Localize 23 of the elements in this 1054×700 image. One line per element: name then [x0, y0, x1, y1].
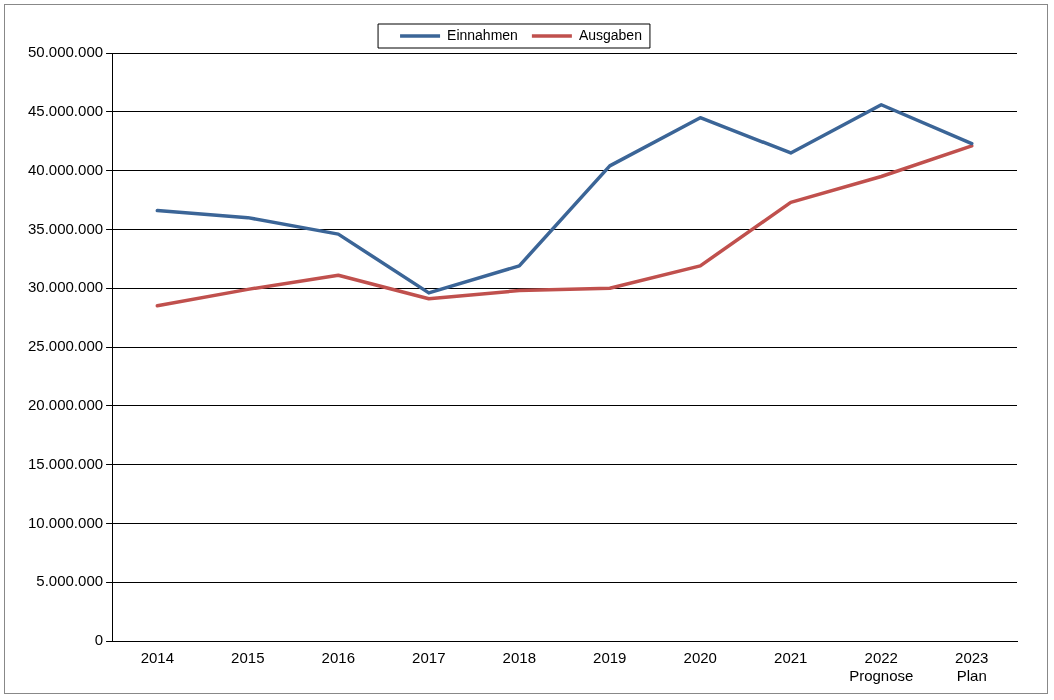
y-tick-label: 45.000.000 [28, 101, 104, 119]
x-tick-label: 2020 [683, 649, 717, 667]
x-tick-label: 2015 [231, 649, 265, 667]
x-tick-label: 2016 [321, 649, 355, 667]
legend-label: Ausgaben [578, 26, 642, 43]
x-tick-label: 2017 [412, 649, 446, 667]
x-tick-label: 2022 Prognose [849, 649, 914, 685]
y-tick-label: 25.000.000 [28, 337, 104, 355]
y-tick-label: 15.000.000 [28, 454, 104, 472]
y-tick-label: 40.000.000 [28, 160, 104, 178]
x-tick-label: 2018 [502, 649, 536, 667]
y-tick-label: 50.000.000 [28, 43, 104, 61]
legend-label: Einnahmen [447, 26, 518, 43]
y-tick-label: 35.000.000 [28, 219, 104, 237]
x-tick-label: 2019 [593, 649, 627, 667]
x-tick-label: 2021 [774, 649, 808, 667]
x-tick-label: 2014 [140, 649, 175, 667]
y-tick-label: 0 [94, 631, 104, 649]
y-tick-label: 30.000.000 [28, 278, 104, 296]
y-tick-label: 20.000.000 [28, 395, 104, 413]
y-tick-label: 10.000.000 [28, 513, 104, 531]
x-tick-label: 2023 Plan [955, 649, 989, 685]
y-tick-label: 5.000.000 [36, 572, 104, 590]
